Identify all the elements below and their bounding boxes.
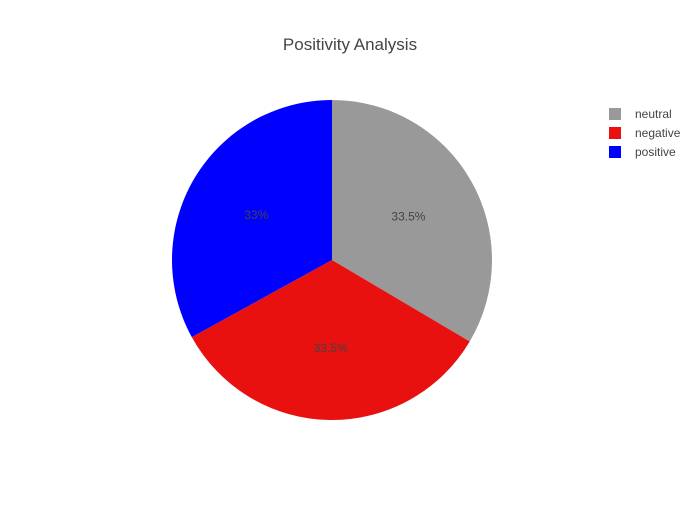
pie-label-negative: 33.5% xyxy=(314,341,348,355)
pie-slices xyxy=(171,100,493,421)
pie-slice-negative xyxy=(191,260,470,421)
pie-slice-labels: 33.5% 33.5% 33% xyxy=(244,208,426,355)
legend: neutral negative positive xyxy=(609,107,681,159)
pie-label-neutral: 33.5% xyxy=(391,209,425,223)
chart-title: Positivity Analysis xyxy=(283,35,417,54)
legend-swatch-negative xyxy=(609,127,621,139)
legend-swatch-neutral xyxy=(609,108,621,120)
legend-label-negative: negative xyxy=(635,126,681,140)
legend-swatch-positive xyxy=(609,146,621,158)
pie-slice-positive xyxy=(171,100,332,338)
pie-label-positive: 33% xyxy=(244,208,268,222)
legend-label-positive: positive xyxy=(635,145,676,159)
legend-label-neutral: neutral xyxy=(635,107,672,121)
pie-slice-neutral xyxy=(332,100,493,342)
